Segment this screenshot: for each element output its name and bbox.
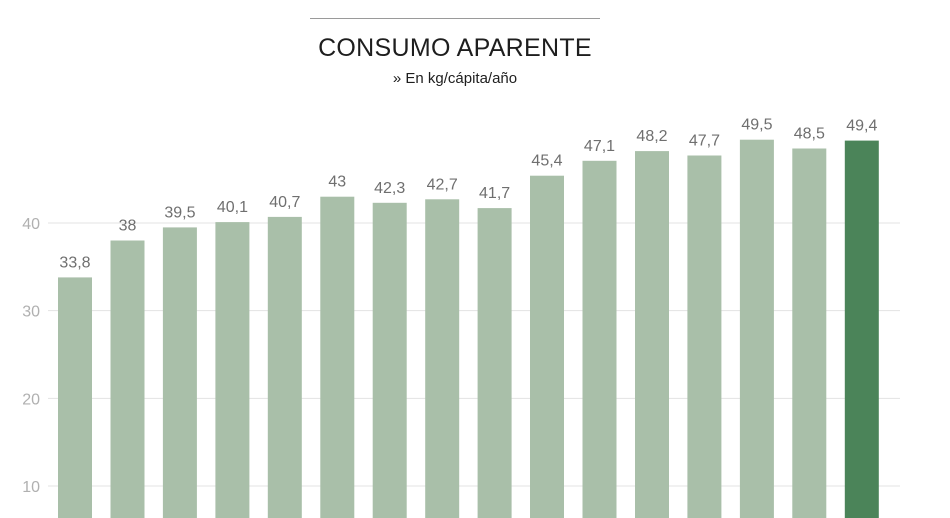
bar-value-label: 42,7 — [427, 176, 458, 193]
y-tick-label: 30 — [22, 304, 40, 321]
bar-value-label: 47,1 — [584, 138, 615, 155]
bar — [215, 222, 250, 518]
bar — [687, 155, 722, 518]
bar — [58, 277, 92, 518]
bar-value-label: 41,7 — [479, 185, 510, 202]
bar-value-label: 49,4 — [846, 118, 877, 135]
bar — [477, 208, 512, 518]
y-tick-label: 40 — [22, 216, 40, 233]
bar-value-label: 39,5 — [164, 204, 195, 221]
chart-subtitle: » En kg/cápita/año — [392, 70, 518, 87]
bar — [582, 160, 617, 518]
bar — [739, 139, 774, 518]
bar — [792, 148, 827, 518]
bar — [530, 175, 564, 518]
title-divider — [310, 18, 600, 19]
bar — [110, 240, 145, 518]
bar — [372, 202, 407, 518]
bar-value-label: 33,8 — [59, 254, 90, 271]
bar-value-label: 48,2 — [636, 128, 667, 145]
y-tick-label: 10 — [22, 479, 40, 496]
bar — [162, 227, 197, 518]
bar-value-label: 45,4 — [531, 153, 562, 170]
bar-value-label: 42,3 — [374, 180, 405, 197]
y-axis-tick-layer: 10 20 30 40 — [22, 216, 40, 496]
bar-value-label: 40,7 — [269, 194, 300, 211]
bar-value-label: 40,1 — [217, 199, 248, 216]
bar — [425, 199, 460, 518]
bar-layer — [58, 139, 879, 518]
bar-value-label: 47,7 — [689, 133, 720, 150]
bar-value-label: 48,5 — [794, 126, 825, 143]
bar-value-label: 49,5 — [741, 117, 772, 134]
y-tick-label: 20 — [22, 391, 40, 408]
bar — [320, 196, 355, 518]
bar-value-label: 38 — [119, 218, 137, 235]
bar — [267, 216, 302, 518]
bar-highlighted — [844, 140, 879, 518]
chart-title: CONSUMO APARENTE — [318, 34, 592, 62]
value-label-layer: 33,8 38 39,5 40,1 40,7 43 42,3 42,7 41,7 45,4 47,1… — [59, 117, 877, 272]
bar-value-label: 43 — [328, 174, 346, 191]
bar — [635, 151, 669, 518]
